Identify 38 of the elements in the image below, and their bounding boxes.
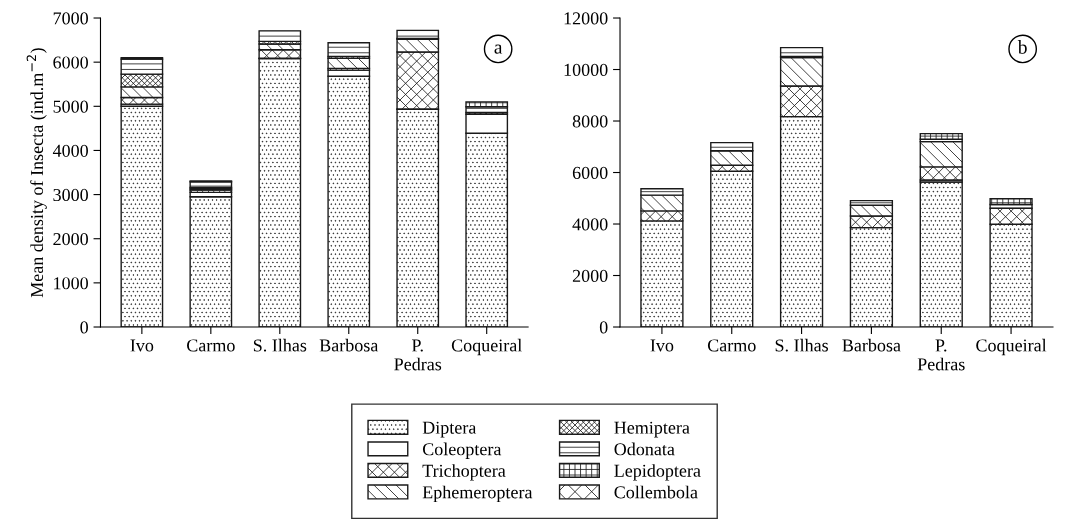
x-tick-label: Barbosa [319,338,379,352]
x-tick-label: P. Pedras [394,339,442,371]
legend-label: Coleoptera [422,442,502,459]
y-tick-label: 2000 [572,269,608,282]
legend-label: Collembola [614,485,698,499]
y-tick-label: 0 [80,321,88,334]
y-tick-label: 6000 [572,166,608,179]
y-tick-label: 7000 [53,12,88,25]
y-tick-label: 8000 [572,115,608,128]
x-tick-label: Coqueiral [976,338,1047,356]
y-tick-label: 0 [599,321,608,334]
x-tick-label: Coqueiral [451,338,522,356]
legend-label: Ephemeroptera [422,485,533,503]
x-tick-label: Carmo [707,339,756,352]
y-tick-label: 10000 [564,63,608,76]
legend-label: Lepidoptera [614,464,701,481]
x-tick-label: S. Ilhas [253,338,307,352]
y-tick-label: 5000 [53,100,88,113]
y-axis-title: Mean density of Insecta (ind.m$^{−2}$) [26,48,47,298]
x-tick-label: Barbosa [842,338,901,352]
y-tick-label: 3000 [53,188,88,202]
y-tick-label: 4000 [52,144,88,157]
annotation: a [494,44,503,54]
y-tick-label: 2000 [53,232,88,246]
legend-label: Diptera [422,421,477,438]
x-tick-label: Ivo [130,339,154,352]
y-tick-label: 4000 [572,218,608,231]
annotation: b [1017,40,1027,54]
x-tick-label: Carmo [187,339,235,352]
y-tick-label: 12000 [564,12,608,25]
x-tick-label: Ivo [650,339,674,352]
legend-label: Hemiptera [614,421,690,438]
x-tick-label: P. Pedras [917,339,965,371]
legend-label: Odonata [614,442,675,456]
y-tick-label: 1000 [54,277,88,290]
y-tick-label: 6000 [53,56,88,69]
x-tick-label: S. Ilhas [775,338,829,352]
legend-label: Trichoptera [422,464,506,481]
